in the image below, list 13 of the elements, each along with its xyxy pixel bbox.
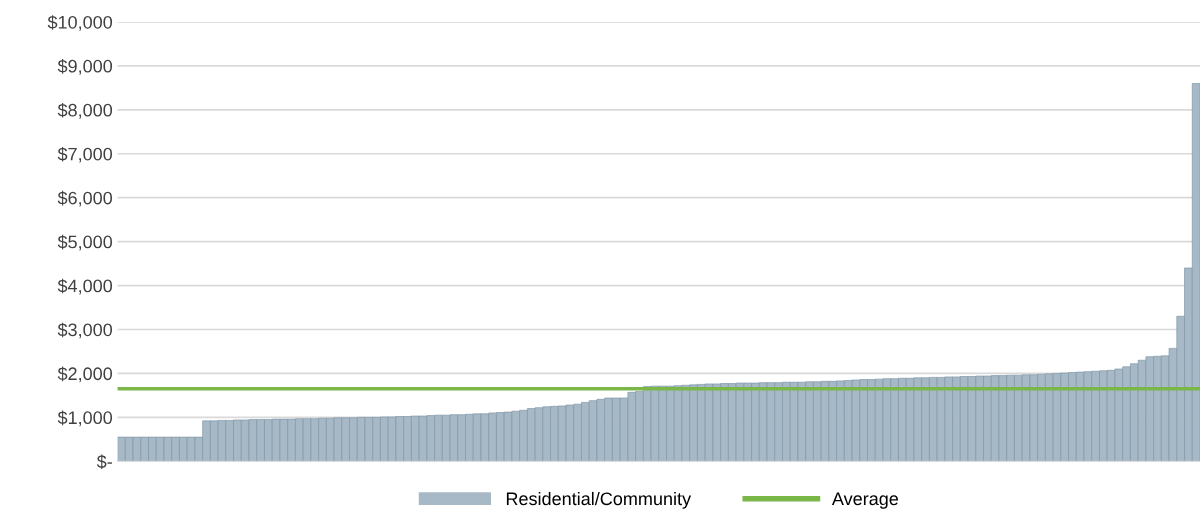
y-tick-label: $6,000 (57, 190, 113, 207)
legend-label: Average (831, 492, 899, 509)
y-tick-label: $1,000 (57, 410, 113, 427)
y-tick-label: $10,000 (47, 15, 113, 31)
y-tick-label: $- (96, 454, 112, 470)
y-tick-label: $4,000 (57, 278, 113, 295)
y-tick-label: $8,000 (57, 103, 113, 119)
legend-label: Residential/Community (506, 491, 692, 509)
y-tick-label: $7,000 (57, 146, 113, 163)
y-tick-label: $9,000 (57, 59, 113, 75)
y-tick-label: $2,000 (57, 366, 113, 383)
y-tick-label: $3,000 (57, 322, 113, 339)
y-tick-label: $5,000 (57, 234, 113, 251)
